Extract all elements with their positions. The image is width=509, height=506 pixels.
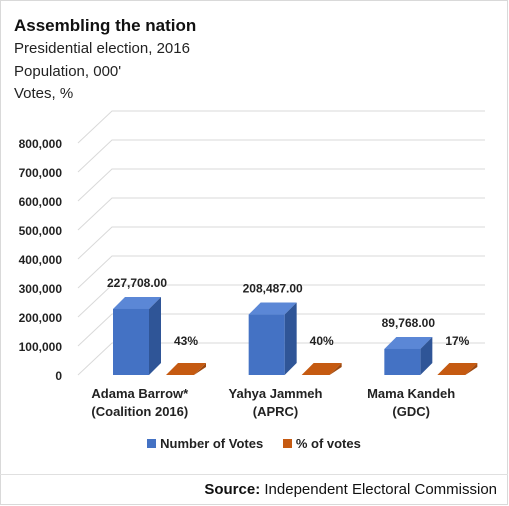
category-label: Adama Barrow*	[91, 386, 189, 401]
gridline	[77, 313, 485, 347]
bar-votes	[384, 348, 421, 375]
bar-pct	[437, 363, 478, 375]
legend-label-votes: Number of Votes	[160, 436, 264, 451]
y-tick-label: 0	[55, 369, 62, 383]
legend-swatch-votes	[147, 439, 157, 448]
category-label: Mama Kandeh	[367, 386, 455, 401]
gridline	[77, 197, 485, 231]
source-label: Source:	[204, 481, 261, 498]
data-label-pct: 40%	[310, 334, 334, 348]
bar-pct-side	[194, 363, 206, 375]
legend-swatch-pct	[282, 439, 292, 448]
chart-subtitle-population: Population, 000'	[14, 63, 122, 80]
legend-item-votes: Number of Votes	[147, 436, 263, 451]
bar-pct-side	[465, 363, 478, 375]
gridline	[77, 284, 485, 318]
chart-legend: Number of Votes % of votes	[0, 436, 508, 451]
footer-divider	[0, 474, 508, 475]
y-tick-label: 600,000	[19, 195, 63, 209]
y-tick-label: 300,000	[19, 282, 63, 296]
bar-pct	[166, 363, 206, 375]
data-label-pct: 43%	[174, 334, 198, 348]
bar-votes-top	[113, 296, 161, 309]
data-label-pct: 17%	[445, 334, 469, 348]
gridline	[77, 139, 485, 173]
category-label: Yahya Jammeh	[229, 386, 323, 401]
bar-votes-top	[248, 302, 297, 315]
gridline	[77, 110, 485, 144]
data-label-votes: 227,708.00	[107, 276, 167, 290]
category-label: (APRC)	[253, 404, 299, 419]
legend-item-pct: % of votes	[282, 436, 361, 451]
y-tick-label: 500,000	[19, 224, 63, 238]
data-label-votes: 208,487.00	[243, 282, 303, 296]
legend-label-pct: % of votes	[295, 436, 361, 451]
chart-title: Assembling the nation	[14, 16, 197, 35]
y-tick-label: 100,000	[19, 340, 63, 354]
chart-subtitle-election: Presidential election, 2016	[14, 40, 190, 57]
bar-pct	[301, 363, 342, 375]
y-tick-label: 800,000	[19, 137, 63, 151]
bar-votes-top	[384, 336, 433, 349]
bar-votes-side	[149, 296, 161, 375]
bar-pct-side	[329, 363, 342, 375]
y-tick-label: 200,000	[19, 311, 63, 325]
chart-plot: 0 100,000 200,000 300,000 400,000 500,000 600,…	[19, 110, 485, 419]
bar-votes-side	[284, 302, 297, 375]
source-note: Source: Independent Electoral Commission	[204, 481, 497, 498]
gridline	[77, 255, 485, 289]
gridline	[77, 226, 485, 260]
y-tick-label: 400,000	[19, 253, 63, 267]
y-tick-label: 700,000	[19, 166, 63, 180]
gridline	[77, 342, 485, 376]
chart-subtitle-votes: Votes, %	[14, 85, 74, 102]
gridline	[77, 168, 485, 202]
bar-votes-side	[420, 336, 433, 375]
bar-votes	[113, 308, 149, 375]
data-label-votes: 89,768.00	[382, 316, 436, 330]
bar-votes	[248, 314, 285, 375]
source-text: Independent Electoral Commission	[264, 481, 497, 498]
category-label: (GDC)	[392, 404, 430, 419]
category-label: (Coalition 2016)	[91, 404, 188, 419]
